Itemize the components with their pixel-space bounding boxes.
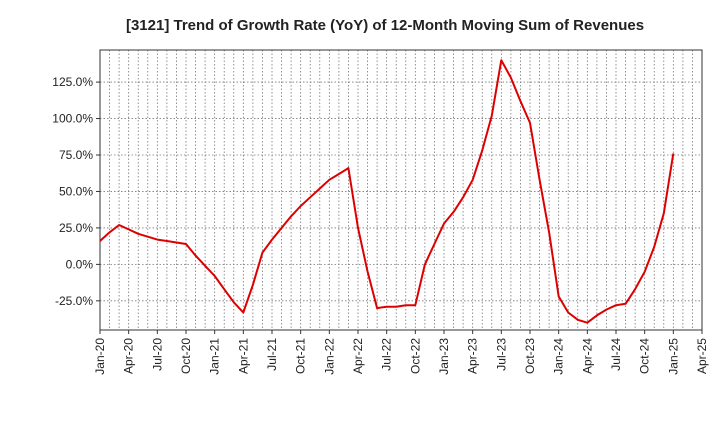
y-tick-label: 50.0% (59, 184, 93, 198)
tick-labels: -25.0% 0.0% 25.0% 50.0% 75.0% 100.0% 125.0% Jan… (52, 75, 709, 375)
x-tick-label: Oct-22 (408, 338, 422, 374)
series-line (99, 59, 675, 324)
x-tick-label: Oct-24 (638, 338, 652, 374)
x-tick-label: Apr-24 (580, 338, 594, 374)
x-tick-label: Oct-20 (179, 338, 193, 374)
y-tick-label: 125.0% (52, 75, 93, 89)
x-tick-label: Jan-24 (552, 338, 566, 375)
x-tick-label: Jul-22 (380, 338, 394, 371)
x-tick-label: Jul-20 (150, 338, 164, 371)
x-tick-label: Oct-21 (294, 338, 308, 374)
x-tick-label: Apr-23 (466, 338, 480, 374)
plot-frame (99, 49, 703, 331)
y-tick-label: 0.0% (66, 257, 94, 271)
chart-title: [3121] Trend of Growth Rate (YoY) of 12-… (126, 17, 644, 34)
axes (96, 49, 703, 334)
y-tick-label: 25.0% (59, 221, 93, 235)
x-tick-label: Oct-23 (523, 338, 537, 374)
series-layer (99, 59, 675, 324)
y-tick-label: 75.0% (59, 148, 93, 162)
y-tick-label: -25.0% (55, 294, 93, 308)
x-tick-label: Jan-21 (208, 338, 222, 375)
x-tick-label: Jan-25 (666, 338, 680, 375)
x-tick-label: Jan-20 (93, 338, 107, 375)
grid (100, 50, 702, 330)
x-tick-label: Apr-25 (695, 338, 709, 374)
x-tick-label: Apr-20 (122, 338, 136, 374)
x-tick-label: Jan-23 (437, 338, 451, 375)
x-tick-label: Apr-22 (351, 338, 365, 374)
x-tick-label: Jul-21 (265, 338, 279, 371)
x-tick-label: Jul-23 (494, 338, 508, 371)
x-tick-label: Apr-21 (236, 338, 250, 374)
y-tick-label: 100.0% (52, 112, 93, 126)
x-tick-label: Jul-24 (609, 338, 623, 371)
x-tick-label: Jan-22 (322, 338, 336, 375)
